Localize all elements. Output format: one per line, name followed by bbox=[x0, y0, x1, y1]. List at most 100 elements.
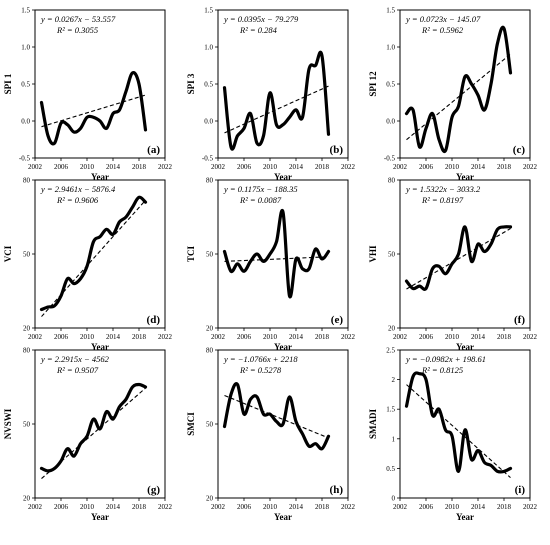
regression-equation: y = 0.0395x − 79.279 bbox=[223, 14, 299, 24]
panel-label: (d) bbox=[147, 314, 161, 326]
x-tick-label: 2018 bbox=[497, 503, 512, 511]
x-tick-label: 2014 bbox=[106, 163, 121, 171]
r-squared: R² = 0.8197 bbox=[421, 195, 464, 205]
x-axis-label: Year bbox=[456, 342, 474, 352]
series-line bbox=[404, 25, 513, 154]
y-axis-label: SPI 12 bbox=[368, 71, 378, 97]
y-tick-label: -0.5 bbox=[384, 155, 396, 163]
x-axis-label: Year bbox=[91, 342, 109, 352]
x-tick-label: 2022 bbox=[158, 163, 173, 171]
trend-line bbox=[41, 199, 146, 317]
trend-line bbox=[406, 384, 511, 479]
x-tick-label: 2022 bbox=[523, 503, 538, 511]
y-tick-label: 1.5 bbox=[386, 406, 395, 414]
y-tick-label: 20 bbox=[206, 495, 214, 503]
x-tick-label: 2010 bbox=[80, 333, 95, 341]
panel-e: 2002 2006 2010 2014 2018 2022 20 50 80 Year TCI y =… bbox=[186, 177, 356, 353]
regression-equation: y = −0.0982x + 198.61 bbox=[405, 354, 486, 364]
regression-equation: y = 2.9461x − 5876.4 bbox=[40, 184, 116, 194]
y-tick-label: 50 bbox=[206, 421, 214, 429]
series-line bbox=[404, 225, 513, 291]
x-tick-label: 2022 bbox=[158, 333, 173, 341]
panel-label: (a) bbox=[147, 144, 160, 156]
series-line bbox=[39, 382, 148, 473]
panel-h: 2002 2006 2010 2014 2018 2022 20 50 80 Year SMCI y … bbox=[186, 347, 356, 523]
x-tick-label: 2018 bbox=[315, 503, 330, 511]
x-tick-label: 2014 bbox=[106, 503, 121, 511]
y-axis-label: SPI 1 bbox=[3, 73, 13, 94]
r-squared: R² = 0.284 bbox=[239, 25, 278, 35]
x-tick-label: 2010 bbox=[445, 163, 460, 171]
x-tick-label: 2002 bbox=[393, 333, 408, 341]
y-axis-label: SMADI bbox=[368, 409, 378, 439]
x-tick-label: 2006 bbox=[237, 163, 252, 171]
panel-i: 2002 2006 2010 2014 2018 2022 0 0.5 1 1.5 2 2.5 Year… bbox=[368, 347, 538, 523]
x-tick-label: 2002 bbox=[393, 503, 408, 511]
x-tick-label: 2006 bbox=[54, 333, 69, 341]
y-tick-label: 1 bbox=[392, 435, 396, 443]
plot-frame bbox=[34, 9, 166, 159]
x-tick-label: 2014 bbox=[289, 503, 304, 511]
r-squared: R² = 0.5278 bbox=[239, 365, 282, 375]
regression-equation: y = 0.0723x − 145.07 bbox=[405, 14, 481, 24]
x-tick-label: 2014 bbox=[471, 333, 486, 341]
panel-c: 2002 2006 2010 2014 2018 2022 -0.5 0.0 0.5 1.0 1.5… bbox=[368, 7, 538, 183]
r-squared: R² = 0.0087 bbox=[239, 195, 282, 205]
y-tick-label: 1.5 bbox=[386, 7, 395, 15]
trend-line bbox=[224, 394, 329, 439]
y-axis-label: NVSWI bbox=[3, 408, 13, 439]
panel-a: 2002 2006 2010 2014 2018 2022 -0.5 0.0 0.5 1.0 1.5… bbox=[3, 7, 173, 183]
y-tick-label: 80 bbox=[206, 177, 214, 185]
y-tick-label: -0.5 bbox=[202, 155, 214, 163]
y-tick-label: 20 bbox=[23, 325, 31, 333]
series-line bbox=[222, 50, 331, 151]
x-tick-label: 2002 bbox=[28, 333, 43, 341]
y-tick-label: 80 bbox=[23, 177, 31, 185]
panel-label: (c) bbox=[513, 144, 526, 156]
x-tick-label: 2006 bbox=[54, 163, 69, 171]
x-tick-label: 2002 bbox=[211, 333, 226, 341]
x-tick-label: 2010 bbox=[263, 333, 278, 341]
r-squared: R² = 0.9606 bbox=[56, 195, 99, 205]
x-tick-label: 2006 bbox=[237, 333, 252, 341]
series-line bbox=[404, 371, 513, 474]
panel-b: 2002 2006 2010 2014 2018 2022 -0.5 0.0 0.5 1.0 1.5… bbox=[186, 7, 356, 183]
panel-label: (e) bbox=[331, 314, 344, 326]
y-tick-label: 20 bbox=[206, 325, 214, 333]
x-axis-label: Year bbox=[274, 172, 292, 182]
panel-f: 2002 2006 2010 2014 2018 2022 20 50 80 Year VHI y =… bbox=[368, 177, 538, 353]
x-tick-label: 2018 bbox=[132, 333, 147, 341]
plot-frame bbox=[399, 9, 531, 159]
x-tick-label: 2014 bbox=[289, 333, 304, 341]
panel-label: (i) bbox=[515, 484, 526, 496]
y-axis-label: TCI bbox=[186, 246, 196, 263]
y-tick-label: 80 bbox=[206, 347, 214, 355]
x-tick-label: 2006 bbox=[237, 503, 252, 511]
x-tick-label: 2018 bbox=[315, 163, 330, 171]
x-tick-label: 2006 bbox=[54, 503, 69, 511]
x-tick-label: 2006 bbox=[419, 503, 434, 511]
x-tick-label: 2022 bbox=[523, 333, 538, 341]
x-tick-label: 2018 bbox=[315, 333, 330, 341]
panel-label: (f) bbox=[514, 314, 525, 326]
x-tick-label: 2022 bbox=[523, 163, 538, 171]
x-tick-label: 2002 bbox=[211, 503, 226, 511]
trend-line bbox=[406, 228, 511, 290]
x-tick-label: 2022 bbox=[341, 503, 356, 511]
y-tick-label: 1.0 bbox=[204, 44, 213, 52]
x-axis-label: Year bbox=[456, 172, 474, 182]
y-tick-label: 0.5 bbox=[21, 81, 30, 89]
y-tick-label: 0.5 bbox=[386, 465, 395, 473]
x-tick-label: 2010 bbox=[80, 503, 95, 511]
x-tick-label: 2006 bbox=[419, 163, 434, 171]
y-tick-label: 80 bbox=[388, 177, 396, 185]
panel-label: (g) bbox=[147, 484, 160, 496]
x-tick-label: 2022 bbox=[158, 503, 173, 511]
x-axis-label: Year bbox=[274, 512, 292, 522]
trend-line bbox=[41, 94, 146, 128]
y-tick-label: 2 bbox=[392, 376, 396, 384]
y-tick-label: 2.5 bbox=[386, 347, 395, 355]
y-tick-label: 1.0 bbox=[386, 44, 395, 52]
regression-equation: y = 0.1175x − 188.35 bbox=[223, 184, 298, 194]
x-tick-label: 2010 bbox=[445, 333, 460, 341]
